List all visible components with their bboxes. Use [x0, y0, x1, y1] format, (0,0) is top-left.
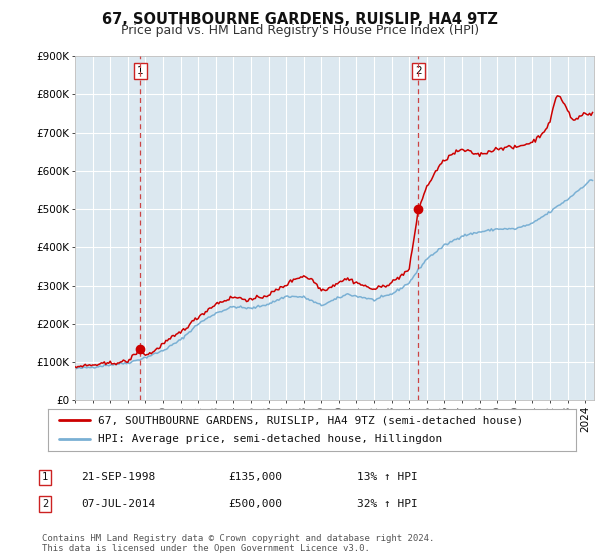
Text: 07-JUL-2014: 07-JUL-2014: [81, 499, 155, 509]
Text: Price paid vs. HM Land Registry's House Price Index (HPI): Price paid vs. HM Land Registry's House …: [121, 24, 479, 36]
Text: 67, SOUTHBOURNE GARDENS, RUISLIP, HA4 9TZ (semi-detached house): 67, SOUTHBOURNE GARDENS, RUISLIP, HA4 9T…: [98, 415, 523, 425]
Text: 67, SOUTHBOURNE GARDENS, RUISLIP, HA4 9TZ: 67, SOUTHBOURNE GARDENS, RUISLIP, HA4 9T…: [102, 12, 498, 27]
Text: £135,000: £135,000: [228, 472, 282, 482]
Text: Contains HM Land Registry data © Crown copyright and database right 2024.
This d: Contains HM Land Registry data © Crown c…: [42, 534, 434, 553]
Text: 21-SEP-1998: 21-SEP-1998: [81, 472, 155, 482]
Text: £500,000: £500,000: [228, 499, 282, 509]
Text: 1: 1: [137, 66, 144, 76]
Text: HPI: Average price, semi-detached house, Hillingdon: HPI: Average price, semi-detached house,…: [98, 435, 442, 445]
Text: 32% ↑ HPI: 32% ↑ HPI: [357, 499, 418, 509]
Text: 13% ↑ HPI: 13% ↑ HPI: [357, 472, 418, 482]
Text: 2: 2: [42, 499, 48, 509]
Text: 2: 2: [415, 66, 422, 76]
Text: 1: 1: [42, 472, 48, 482]
